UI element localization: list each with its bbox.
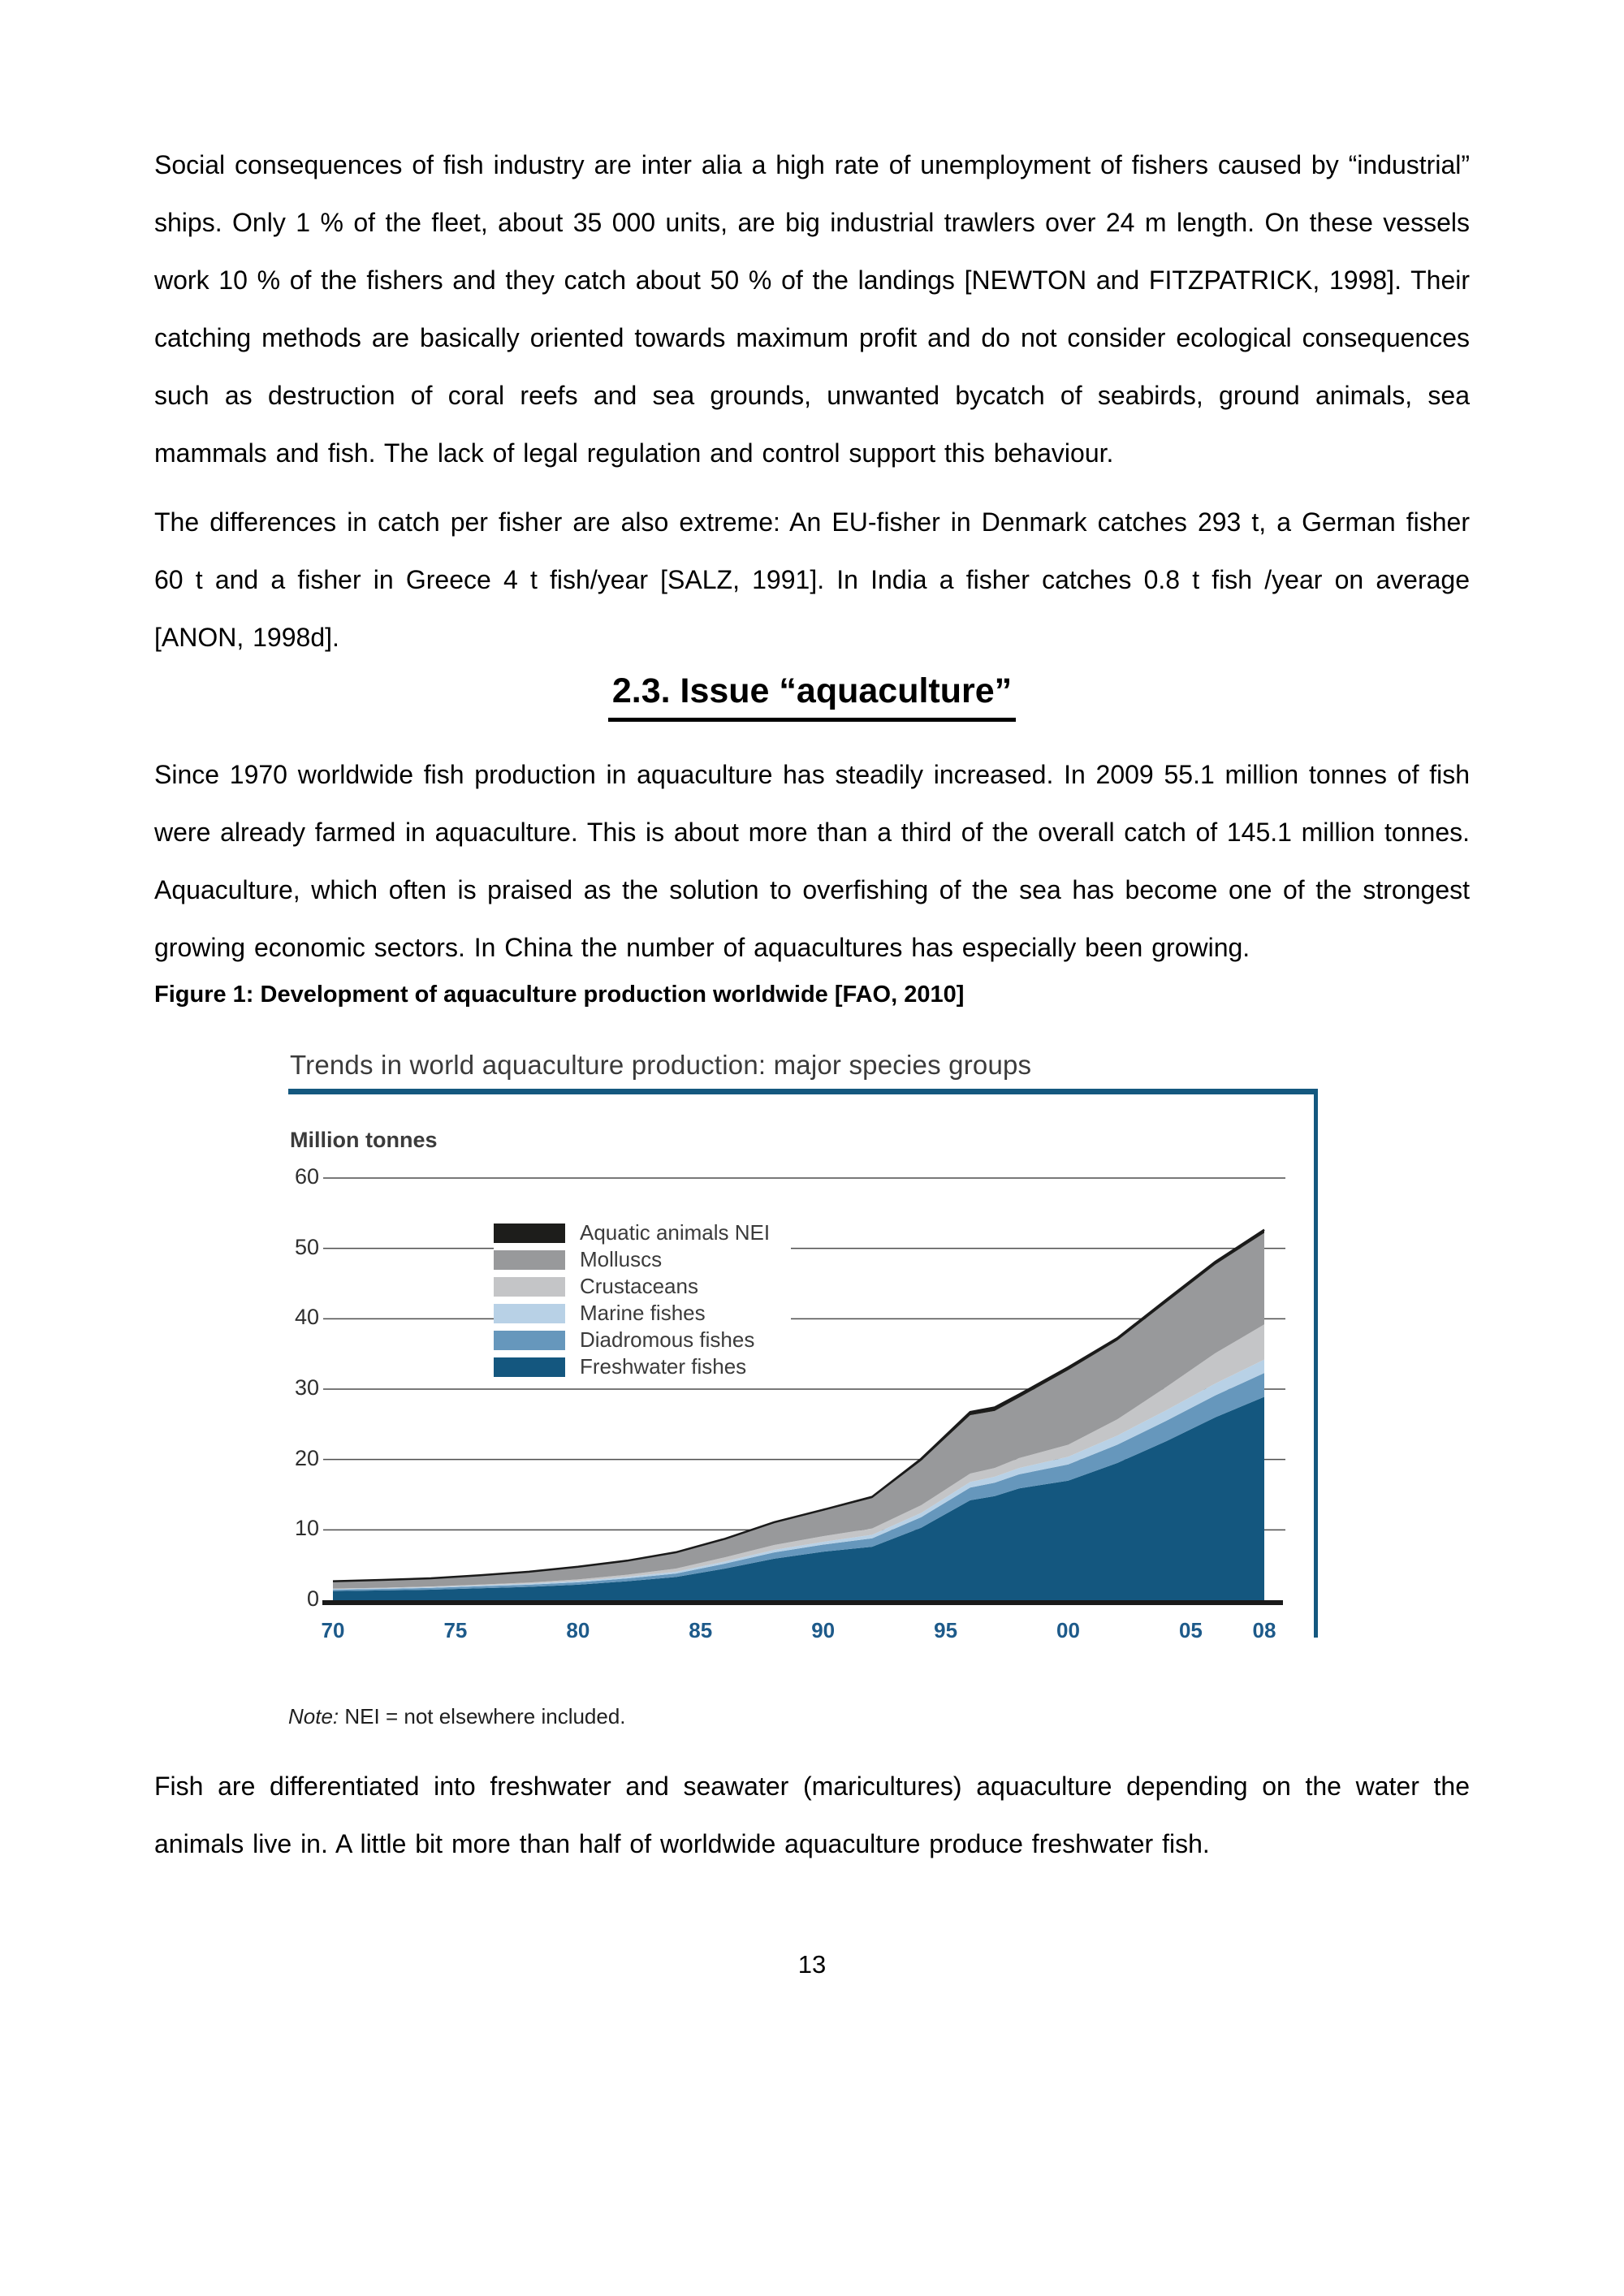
legend-row: Diadromous fishes [494,1327,770,1353]
section-heading: 2.3. Issue “aquaculture” [607,671,1017,722]
x-tick-label-70: 70 [321,1618,345,1642]
y-tick-label-10: 10 [294,1516,319,1541]
chart-canvas: Trends in world aquaculture production: … [288,1050,1336,1716]
legend-swatch-icon [494,1223,565,1243]
legend-row: Freshwater fishes [494,1353,770,1380]
legend-row: Aquatic animals NEI [494,1219,770,1246]
stack-outline [332,1228,1265,1582]
chart-note: Note: NEI = not elsewhere included. [288,1704,626,1729]
x-tick-label-75: 75 [443,1618,468,1642]
legend-row: Molluscs [494,1246,770,1273]
x-tick-label-08: 08 [1252,1618,1276,1642]
y-tick-label-0: 0 [306,1586,319,1611]
y-tick-label-60: 60 [294,1164,319,1189]
paragraph-catch-differences: The differences in catch per fisher are … [154,507,1470,652]
legend-label: Marine fishes [580,1301,706,1325]
chart-title: Trends in world aquaculture production: … [290,1050,1032,1080]
legend-label: Molluscs [580,1247,663,1271]
legend-label: Aquatic animals NEI [580,1220,771,1245]
x-tick-label-90: 90 [811,1618,836,1642]
stacked-area-plot [322,1177,1285,1605]
legend-label: Freshwater fishes [580,1354,747,1379]
legend-swatch-icon [494,1357,565,1377]
x-tick-label-80: 80 [566,1618,590,1642]
chart-note-label: Note: [288,1704,339,1728]
paragraph-social-consequences: Social consequences of fish industry are… [154,150,1470,468]
chart-right-border [1314,1089,1318,1638]
legend-label: Diadromous fishes [580,1327,755,1352]
area-freshwater-fishes [333,1396,1264,1600]
y-axis-title: Million tonnes [290,1128,438,1152]
chart-legend: Aquatic animals NEI Molluscs Crustaceans Ma… [494,1218,792,1382]
legend-swatch-icon [494,1249,565,1270]
y-tick-label-50: 50 [294,1234,319,1259]
page-number: 13 [797,1950,827,1979]
chart-top-border [288,1089,1318,1094]
x-tick-label-05: 05 [1178,1618,1203,1642]
page-content: Social consequences of fish industry are… [0,136,1624,1979]
paragraph-freshwater-seawater: Fish are differentiated into freshwater … [154,1772,1470,1858]
paragraph-aquaculture-growth: Since 1970 worldwide fish production in … [154,760,1470,962]
legend-label: Crustaceans [580,1274,698,1298]
chart-note-text: NEI = not elsewhere included. [339,1704,626,1728]
x-tick-label-95: 95 [934,1618,958,1642]
legend-row: Crustaceans [494,1273,770,1300]
x-tick-label-85: 85 [689,1618,713,1642]
y-tick-label-20: 20 [294,1445,319,1470]
figure-1: Trends in world aquaculture production: … [154,1050,1470,1748]
y-tick-label-40: 40 [294,1305,319,1330]
legend-swatch-icon [494,1276,565,1297]
figure-caption: Figure 1: Development of aquaculture pro… [154,982,965,1008]
legend-swatch-icon [494,1303,565,1323]
legend-row: Marine fishes [494,1300,770,1327]
section-heading-wrap: 2.3. Issue “aquaculture” [154,670,1470,722]
y-tick-label-30: 30 [294,1375,319,1400]
area-molluscs [333,1232,1264,1589]
x-tick-label-00: 00 [1056,1618,1080,1642]
legend-swatch-icon [494,1330,565,1350]
